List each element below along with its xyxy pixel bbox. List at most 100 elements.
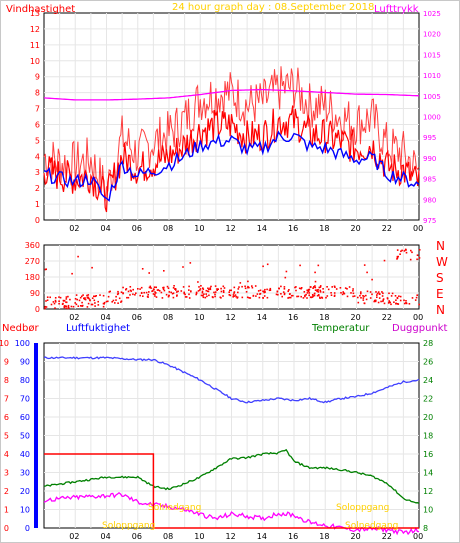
direction-dot	[306, 292, 309, 294]
direction-dot	[247, 286, 249, 289]
direction-dot	[290, 294, 293, 297]
direction-dot	[223, 287, 226, 289]
y-left-tick-label: 360	[25, 241, 40, 250]
y-left-tick-label: 7	[35, 105, 40, 114]
direction-dot	[200, 294, 203, 297]
y-right-tick-label: 990	[423, 155, 436, 163]
x-tick-label: 00	[413, 313, 423, 322]
direction-dot	[319, 291, 322, 293]
direction-dot	[103, 303, 105, 305]
y-left-tick-label: 11	[30, 41, 40, 50]
direction-dot	[237, 288, 240, 290]
direction-dot	[202, 287, 204, 289]
y-right-tick-label: 12	[423, 487, 433, 496]
direction-dot	[135, 292, 137, 294]
direction-dot	[396, 249, 399, 251]
direction-dot	[241, 285, 243, 288]
y-right-tick-label: 24	[423, 376, 433, 385]
direction-dot	[197, 290, 200, 292]
x-tick-label: 08	[163, 532, 173, 541]
direction-dot	[387, 302, 390, 304]
direction-dot	[52, 301, 55, 303]
direction-dot	[352, 288, 354, 290]
direction-dot	[396, 258, 398, 260]
direction-dot	[91, 266, 93, 269]
direction-dot	[298, 287, 301, 290]
direction-dot	[132, 288, 134, 291]
direction-dot	[360, 292, 362, 295]
direction-dot	[415, 296, 418, 299]
y-left-tick-label: 9	[35, 73, 40, 82]
direction-dot	[54, 297, 57, 299]
temperature-ticks: 8 10 12 14 16 18 20 22 24 26 28	[423, 339, 433, 533]
direction-dot	[76, 298, 78, 301]
direction-dot	[377, 301, 380, 304]
direction-dot	[165, 293, 168, 296]
climate-series	[43, 356, 420, 536]
direction-dot	[62, 302, 64, 305]
direction-dot	[319, 285, 322, 287]
direction-dot	[202, 294, 204, 297]
direction-dot	[102, 294, 105, 297]
direction-dot	[88, 297, 90, 300]
y-right-tick-label: 995	[423, 134, 436, 142]
direction-dot	[233, 286, 236, 289]
y-left-tick-label: 3	[35, 168, 40, 177]
direction-dot	[409, 258, 412, 261]
direction-dot	[91, 297, 94, 299]
direction-dot	[396, 297, 399, 300]
direction-dot	[303, 291, 306, 293]
direction-dot	[140, 291, 143, 294]
rain-tick-label: 7	[4, 395, 9, 404]
direction-dot	[199, 288, 202, 290]
direction-dot	[282, 291, 285, 293]
x-tick-label: 10	[194, 313, 204, 322]
direction-dot	[393, 301, 395, 303]
direction-dot	[314, 271, 316, 274]
direction-dot	[381, 295, 384, 297]
direction-dot	[58, 302, 60, 305]
direction-dot	[207, 287, 209, 290]
direction-dot	[388, 292, 390, 295]
direction-dot	[154, 293, 156, 296]
direction-dot	[220, 287, 222, 290]
direction-dot	[382, 299, 384, 301]
wind-time-ticks: 02 04 06 08 10 12 14 16 18 20 22 00	[69, 224, 423, 233]
direction-dot	[353, 295, 356, 297]
direction-dot	[216, 289, 218, 291]
direction-dot	[252, 294, 255, 297]
direction-dot	[386, 297, 389, 299]
direction-dot	[381, 291, 383, 293]
direction-dot	[72, 305, 75, 308]
direction-dot	[58, 296, 60, 298]
direction-dot	[382, 300, 384, 303]
direction-dot	[362, 295, 364, 297]
direction-dot	[289, 296, 292, 299]
direction-dot	[416, 254, 419, 256]
direction-dot	[145, 291, 148, 294]
direction-dot	[172, 287, 175, 289]
direction-dot	[319, 289, 322, 292]
y-left-tick-label: 0	[25, 524, 30, 533]
x-tick-label: 16	[288, 313, 298, 322]
direction-dot	[102, 305, 105, 308]
direction-dot	[129, 289, 132, 292]
direction-dot	[63, 305, 66, 308]
direction-dot	[160, 291, 163, 294]
y-left-tick-label: 1	[35, 200, 40, 209]
direction-dot	[53, 302, 56, 305]
y-left-tick-label: 20	[20, 487, 30, 496]
direction-dot	[208, 294, 210, 297]
direction-dot	[287, 297, 289, 299]
direction-dot	[202, 296, 205, 299]
direction-dot	[256, 293, 259, 295]
direction-dot	[314, 280, 317, 283]
direction-dot	[363, 302, 366, 305]
rain-tick-label: 6	[4, 413, 9, 422]
direction-dot	[317, 289, 320, 291]
direction-dot	[220, 290, 223, 293]
direction-dot	[120, 291, 123, 293]
rain-tick-label: 0	[4, 524, 9, 533]
direction-dot	[340, 292, 342, 294]
direction-dot	[283, 288, 286, 290]
